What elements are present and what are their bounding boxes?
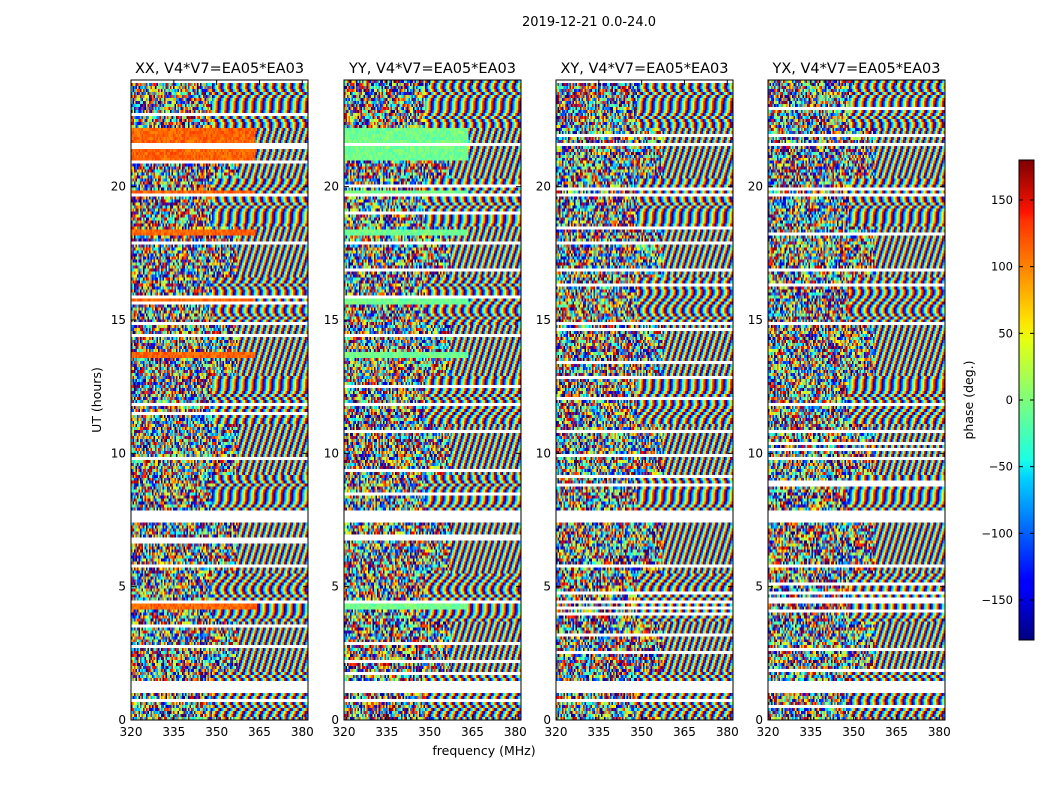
y-tick-label: 5 <box>331 580 339 594</box>
y-tick-label: 10 <box>536 446 551 460</box>
y-tick-label: 20 <box>748 180 763 194</box>
colorbar-tick-label: 100 <box>991 260 1013 274</box>
x-tick-label: 365 <box>673 725 696 739</box>
y-tick-label: 0 <box>543 713 551 727</box>
x-tick-label: 380 <box>928 725 951 739</box>
x-tick-label: 350 <box>205 725 228 739</box>
y-tick-label: 15 <box>748 313 763 327</box>
y-tick-label: 15 <box>324 313 339 327</box>
x-tick-label: 365 <box>248 725 271 739</box>
panel-frame <box>767 79 946 721</box>
colorbar-tick-label: 150 <box>991 193 1013 207</box>
colorbar-tick-label: −50 <box>989 460 1013 474</box>
x-tick-label: 320 <box>333 725 356 739</box>
y-tick-label: 0 <box>331 713 339 727</box>
panel-title: XY, V4*V7=EA05*EA03 <box>560 61 728 77</box>
heatmap-panels: XX, V4*V7=EA05*EA03 320 335 350 365 380 0 5 10 15… <box>111 61 951 739</box>
x-tick-label: 335 <box>799 725 822 739</box>
x-tick-label: 350 <box>630 725 653 739</box>
y-tick-label: 10 <box>111 446 126 460</box>
panel-title: XX, V4*V7=EA05*EA03 <box>135 61 304 77</box>
x-tick-label: 380 <box>716 725 739 739</box>
colorbar: −150 −100 −50 0 50 100 150 <box>981 159 1035 641</box>
phase-image-yy <box>344 80 521 720</box>
colorbar-tick-label: 0 <box>1006 393 1013 407</box>
panel-yy: YY, V4*V7=EA05*EA03 320 335 350 365 380 0 5 10 15… <box>324 61 527 739</box>
phase-image-yx <box>768 80 945 720</box>
y-tick-label: 15 <box>111 313 126 327</box>
y-tick-label: 5 <box>118 580 126 594</box>
panel-frame <box>130 79 309 721</box>
x-tick-label: 380 <box>291 725 314 739</box>
x-tick-label: 320 <box>757 725 780 739</box>
phase-image-xy <box>556 80 733 720</box>
x-tick-label: 350 <box>418 725 441 739</box>
y-tick-label: 5 <box>543 580 551 594</box>
x-tick-label: 350 <box>842 725 865 739</box>
y-tick-label: 10 <box>748 446 763 460</box>
y-tick-label: 0 <box>118 713 126 727</box>
panel-frame <box>343 79 522 721</box>
colorbar-tick-label: 50 <box>998 326 1013 340</box>
phase-image-xx <box>131 80 308 720</box>
x-tick-label: 335 <box>162 725 185 739</box>
x-axis-label: frequency (MHz) <box>432 743 535 758</box>
y-tick-label: 15 <box>536 313 551 327</box>
y-axis-label: UT (hours) <box>89 367 104 433</box>
y-tick-label: 20 <box>111 180 126 194</box>
y-tick-label: 20 <box>324 180 339 194</box>
panel-xy: XY, V4*V7=EA05*EA03 320 335 350 365 380 0 5 10 15… <box>536 61 739 739</box>
y-tick-label: 10 <box>324 446 339 460</box>
x-tick-label: 380 <box>504 725 527 739</box>
panel-title: YY, V4*V7=EA05*EA03 <box>348 61 516 77</box>
panel-title: YX, V4*V7=EA05*EA03 <box>771 61 940 77</box>
x-tick-label: 335 <box>587 725 610 739</box>
x-tick-label: 335 <box>375 725 398 739</box>
x-tick-label: 365 <box>461 725 484 739</box>
panel-frame <box>555 79 734 721</box>
panel-yx: YX, V4*V7=EA05*EA03 320 335 350 365 380 0 5 10 15… <box>748 61 951 739</box>
colorbar-label: phase (deg.) <box>961 361 976 440</box>
x-tick-label: 365 <box>885 725 908 739</box>
panel-xx: XX, V4*V7=EA05*EA03 320 335 350 365 380 0 5 10 15… <box>111 61 314 739</box>
y-tick-label: 5 <box>755 580 763 594</box>
figure-suptitle: 2019-12-21 0.0-24.0 <box>522 15 656 30</box>
colorbar-tick-label: −150 <box>981 593 1013 607</box>
y-tick-label: 0 <box>755 713 763 727</box>
y-tick-label: 20 <box>536 180 551 194</box>
colorbar-tick-label: −100 <box>981 526 1013 540</box>
x-tick-label: 320 <box>120 725 143 739</box>
x-tick-label: 320 <box>545 725 568 739</box>
